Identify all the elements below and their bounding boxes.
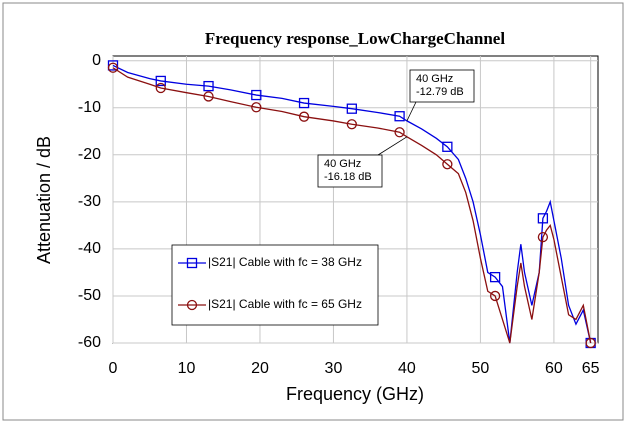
annotation-text: -12.79 dB [416,86,464,98]
y-tick-label: -30 [78,193,101,210]
marker [537,231,549,243]
marker [585,337,596,349]
annotation-text: -16.18 dB [324,171,372,183]
legend-marker [186,299,198,311]
x-tick-label: 20 [251,360,269,377]
annotation-text: 40 GHz [324,158,361,170]
x-tick-label: 60 [545,360,563,377]
legend-marker [186,257,198,269]
marker [442,159,453,170]
x-tick-label: 65 [582,360,600,377]
marker [155,75,166,87]
y-tick-label: 0 [92,52,101,69]
x-tick-label: 40 [398,360,416,377]
y-tick-label: -10 [78,99,101,116]
marker [489,290,501,302]
marker [251,102,262,113]
marker [346,103,357,114]
x-axis-label: Frequency (GHz) [286,384,424,404]
y-axis-label: Attenuation / dB [34,136,54,264]
marker [298,97,310,109]
legend-label: |S21| Cable with fc = 65 GHz [208,297,362,311]
x-tick-label: 0 [109,360,118,377]
marker [394,111,405,122]
chart-title: Frequency response_LowChargeChannel [205,29,505,48]
y-tick-label: -50 [78,287,101,304]
marker [298,111,310,122]
annotation-arrow [406,101,417,122]
marker [107,62,119,73]
marker [203,80,214,92]
marker [203,91,214,102]
annotation-box [409,69,475,103]
legend-label: |S21| Cable with fc = 38 GHz [208,255,362,269]
marker [537,213,549,224]
annotation-text: 40 GHz [416,73,453,85]
series-line [112,67,592,344]
marker [442,141,453,152]
y-tick-label: -60 [78,334,101,351]
marker [155,82,166,94]
marker [489,271,501,283]
marker [394,127,405,138]
y-tick-label: -20 [78,146,101,163]
y-tick-label: -40 [78,240,101,257]
marker [251,89,262,101]
x-tick-label: 30 [325,360,343,377]
x-tick-label: 50 [472,360,490,377]
legend [171,244,379,326]
annotation-arrow [377,136,408,156]
series-line [112,64,592,344]
annotation-box [317,154,383,188]
x-tick-label: 10 [178,360,196,377]
marker [346,119,357,130]
